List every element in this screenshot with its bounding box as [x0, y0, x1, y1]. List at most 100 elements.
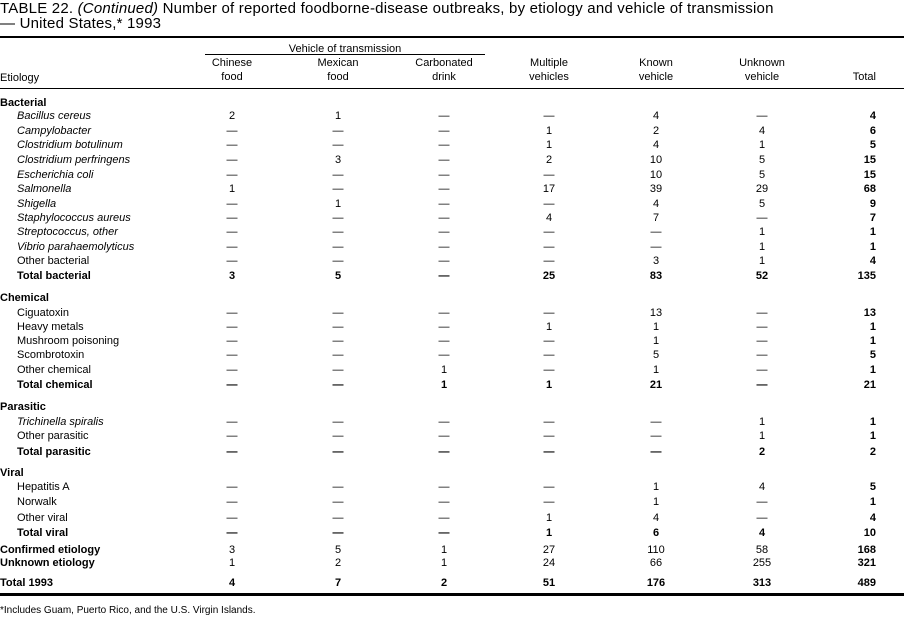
column-header-line: Unknown: [739, 57, 785, 69]
row-label: Mushroom poisoning: [17, 335, 120, 347]
table-cell: —: [226, 379, 238, 391]
table-cell: 2: [758, 446, 766, 458]
table-cell: —: [438, 255, 450, 267]
column-header-line: Carbonated: [415, 57, 473, 69]
table-cell: —: [438, 335, 450, 347]
table-cell: 1: [652, 321, 660, 333]
table-cell: 4: [652, 512, 660, 524]
table-cell: 1: [758, 416, 766, 428]
row-label: Total viral: [17, 527, 69, 539]
table-cell: 1: [545, 139, 553, 151]
table-cell: —: [438, 183, 450, 195]
table-cell: —: [543, 446, 555, 458]
table-cell: —: [543, 169, 555, 181]
table-cell: —: [226, 364, 238, 376]
column-header-line: vehicle: [638, 71, 674, 83]
table-cell: —: [650, 446, 662, 458]
row-label: Confirmed etiology: [0, 544, 101, 556]
row-total-cell: 5: [869, 349, 876, 361]
group-rule: [205, 54, 485, 55]
table-cell: 1: [758, 430, 766, 442]
table-cell: —: [438, 321, 450, 333]
table-cell: —: [543, 335, 555, 347]
table-cell: —: [438, 430, 450, 442]
column-header: Carbonated drink: [399, 56, 489, 84]
table-cell: 1: [758, 255, 766, 267]
row-total-cell: 7: [869, 212, 876, 224]
table-title: TABLE 22. (Continued) Number of reported…: [0, 0, 774, 17]
table-cell: —: [226, 335, 238, 347]
table-cell: 52: [755, 270, 769, 282]
etiology-header: Etiology: [0, 72, 40, 84]
table-cell: 255: [752, 557, 772, 569]
table-cell: —: [332, 481, 344, 493]
column-header-line: Mexican: [317, 57, 359, 69]
column-header-line: Chinese: [211, 57, 253, 69]
table-cell: 58: [755, 544, 769, 556]
table-cell: 3: [228, 270, 236, 282]
table-cell: 1: [228, 557, 236, 569]
table-cell: —: [332, 416, 344, 428]
table-cell: 3: [334, 154, 342, 166]
table-cell: 1: [545, 527, 553, 539]
row-total-cell: 1: [869, 335, 876, 347]
table-cell: —: [438, 481, 450, 493]
column-header: Known vehicle: [611, 56, 701, 84]
table-cell: —: [756, 307, 768, 319]
row-label: Clostridium perfringens: [17, 154, 131, 166]
table-cell: —: [438, 139, 450, 151]
row-total-cell: 1: [869, 226, 876, 238]
table-cell: —: [226, 527, 238, 539]
row-label: Unknown etiology: [0, 557, 95, 569]
table-cell: 2: [228, 110, 236, 122]
table-cell: 2: [334, 557, 342, 569]
row-total-cell: 1: [869, 416, 876, 428]
table-cell: 13: [649, 307, 663, 319]
table-cell: —: [332, 125, 344, 137]
row-label: Scombrotoxin: [17, 349, 85, 361]
table-cell: 1: [440, 364, 448, 376]
table-cell: 1: [652, 481, 660, 493]
table-cell: 39: [649, 183, 663, 195]
table-cell: 10: [649, 169, 663, 181]
table-cell: 1: [228, 183, 236, 195]
table-cell: —: [438, 527, 450, 539]
row-label: Streptococcus, other: [17, 226, 118, 238]
row-total-cell: 4: [869, 512, 876, 524]
table-cell: 1: [545, 321, 553, 333]
table-cell: —: [332, 183, 344, 195]
table-cell: —: [332, 379, 344, 391]
table-cell: —: [438, 154, 450, 166]
table-cell: —: [543, 496, 555, 508]
table-cell: —: [756, 321, 768, 333]
row-label: Other chemical: [17, 364, 91, 376]
table-cell: 110: [647, 544, 665, 556]
column-header-line: food: [327, 71, 349, 83]
table-cell: —: [226, 125, 238, 137]
row-total-cell: 4: [869, 110, 876, 122]
table-cell: —: [438, 241, 450, 253]
table-cell: —: [438, 349, 450, 361]
table-cell: 5: [758, 198, 766, 210]
row-label: Ciguatoxin: [17, 307, 69, 319]
row-total-cell: 135: [857, 270, 876, 282]
table-cell: —: [332, 430, 344, 442]
table-cell: —: [226, 321, 238, 333]
table-cell: 1: [334, 110, 342, 122]
table-cell: —: [438, 307, 450, 319]
row-label: Other viral: [17, 512, 68, 524]
column-header-line: food: [221, 71, 243, 83]
row-label: Other parasitic: [17, 430, 89, 442]
table-cell: —: [756, 512, 768, 524]
table-cell: —: [543, 416, 555, 428]
table-cell: —: [226, 496, 238, 508]
table-cell: 1: [652, 335, 660, 347]
table-number: TABLE 22.: [0, 0, 74, 17]
table-cell: —: [543, 255, 555, 267]
table-cell: 4: [652, 139, 660, 151]
table-cell: 66: [649, 557, 663, 569]
table-cell: 7: [652, 212, 660, 224]
table-cell: 6: [652, 527, 660, 539]
table-cell: 5: [758, 169, 766, 181]
row-label: Bacterial: [0, 97, 47, 109]
